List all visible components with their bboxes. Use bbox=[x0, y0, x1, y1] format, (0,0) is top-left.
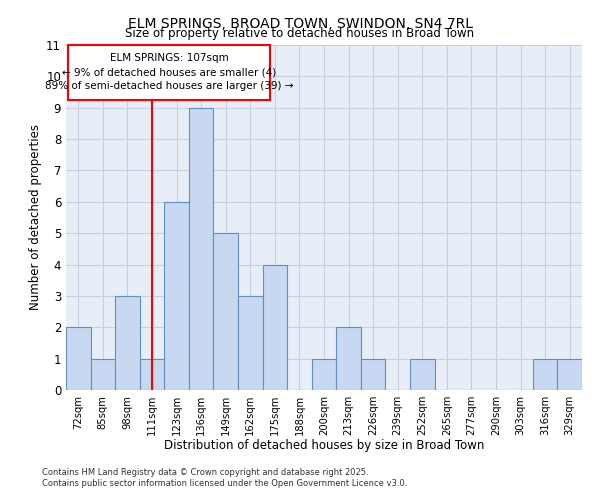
Bar bbox=[189, 108, 214, 390]
Bar bbox=[66, 328, 91, 390]
Bar bbox=[312, 358, 336, 390]
Bar bbox=[91, 358, 115, 390]
Bar bbox=[336, 328, 361, 390]
Bar bbox=[410, 358, 434, 390]
Bar bbox=[557, 358, 582, 390]
Text: Contains HM Land Registry data © Crown copyright and database right 2025.
Contai: Contains HM Land Registry data © Crown c… bbox=[42, 468, 407, 487]
X-axis label: Distribution of detached houses by size in Broad Town: Distribution of detached houses by size … bbox=[164, 440, 484, 452]
Text: ELM SPRINGS, BROAD TOWN, SWINDON, SN4 7RL: ELM SPRINGS, BROAD TOWN, SWINDON, SN4 7R… bbox=[128, 18, 473, 32]
Bar bbox=[533, 358, 557, 390]
Y-axis label: Number of detached properties: Number of detached properties bbox=[29, 124, 42, 310]
Bar bbox=[263, 264, 287, 390]
Bar bbox=[140, 358, 164, 390]
Bar bbox=[238, 296, 263, 390]
Text: Size of property relative to detached houses in Broad Town: Size of property relative to detached ho… bbox=[125, 28, 475, 40]
Bar bbox=[214, 233, 238, 390]
FancyBboxPatch shape bbox=[68, 45, 270, 100]
Bar bbox=[361, 358, 385, 390]
Bar bbox=[115, 296, 140, 390]
Bar bbox=[164, 202, 189, 390]
Text: ELM SPRINGS: 107sqm
← 9% of detached houses are smaller (4)
89% of semi-detached: ELM SPRINGS: 107sqm ← 9% of detached hou… bbox=[45, 54, 293, 92]
